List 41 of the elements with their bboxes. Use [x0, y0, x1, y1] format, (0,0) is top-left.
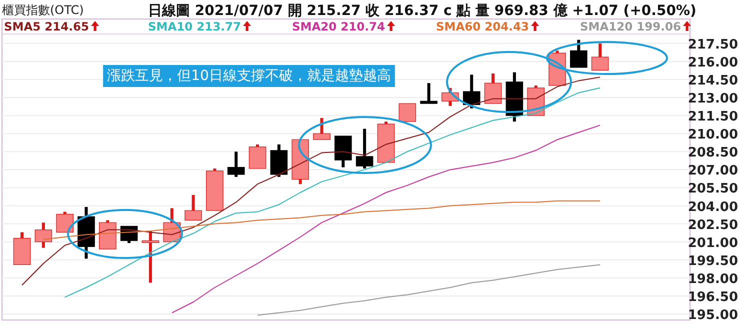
y-tick-label: 208.50 — [688, 146, 738, 161]
candlestick — [142, 231, 160, 283]
y-tick-label: 214.50 — [688, 73, 738, 88]
line-series — [171, 124, 601, 314]
y-tick-label: 213.00 — [688, 92, 738, 107]
y-tick-label: 207.00 — [688, 164, 738, 179]
candlestick — [398, 103, 416, 122]
text: SMA20 210.74 — [292, 20, 386, 34]
y-tick-label: 195.00 — [688, 308, 738, 323]
text: SMA60 204.43 — [436, 20, 530, 34]
annotation: 漲跌互見，但10日線支撐不破，就是越墊越高 — [107, 68, 391, 84]
candlestick — [34, 222, 52, 248]
y-tick-label: 217.50 — [688, 37, 738, 52]
candlestick — [184, 194, 202, 220]
chart-title: 櫃買指數(OTC) — [2, 3, 84, 17]
text: SMA10 213.77 — [148, 20, 242, 34]
candlestick — [313, 118, 330, 140]
candlestick — [420, 83, 438, 104]
y-tick-label: 198.00 — [688, 272, 738, 287]
candlestick — [98, 220, 116, 250]
candlestick — [570, 40, 588, 68]
candlestick — [334, 136, 352, 168]
y-tick-label: 204.00 — [688, 200, 738, 215]
y-tick-label: 199.50 — [688, 254, 738, 269]
candlestick — [292, 139, 309, 184]
y-tick-label: 205.50 — [688, 182, 738, 197]
chart-subtitle: 日線圖 2021/07/07 開 215.27 收 216.37 c 點 量 969.83 億 +1.07 (+0.50%) — [148, 2, 696, 19]
text: SMA120 199.06 — [580, 20, 682, 34]
candlestick — [13, 232, 31, 265]
y-tick-label: 211.50 — [688, 110, 738, 125]
line-series — [64, 87, 601, 298]
candlestick — [484, 73, 502, 104]
y-tick-label: 210.00 — [688, 128, 738, 143]
line-series — [257, 264, 601, 316]
candlestick — [591, 43, 609, 71]
y-tick-label: 201.00 — [688, 236, 738, 251]
y-tick-label: 216.00 — [688, 55, 738, 70]
y-tick-label: 202.50 — [688, 218, 738, 233]
text: SMA5 214.65 — [4, 20, 90, 34]
y-tick-label: 196.50 — [688, 290, 738, 305]
annotation-box: 漲跌互見，但10日線支撐不破，就是越墊越高 — [103, 65, 395, 87]
